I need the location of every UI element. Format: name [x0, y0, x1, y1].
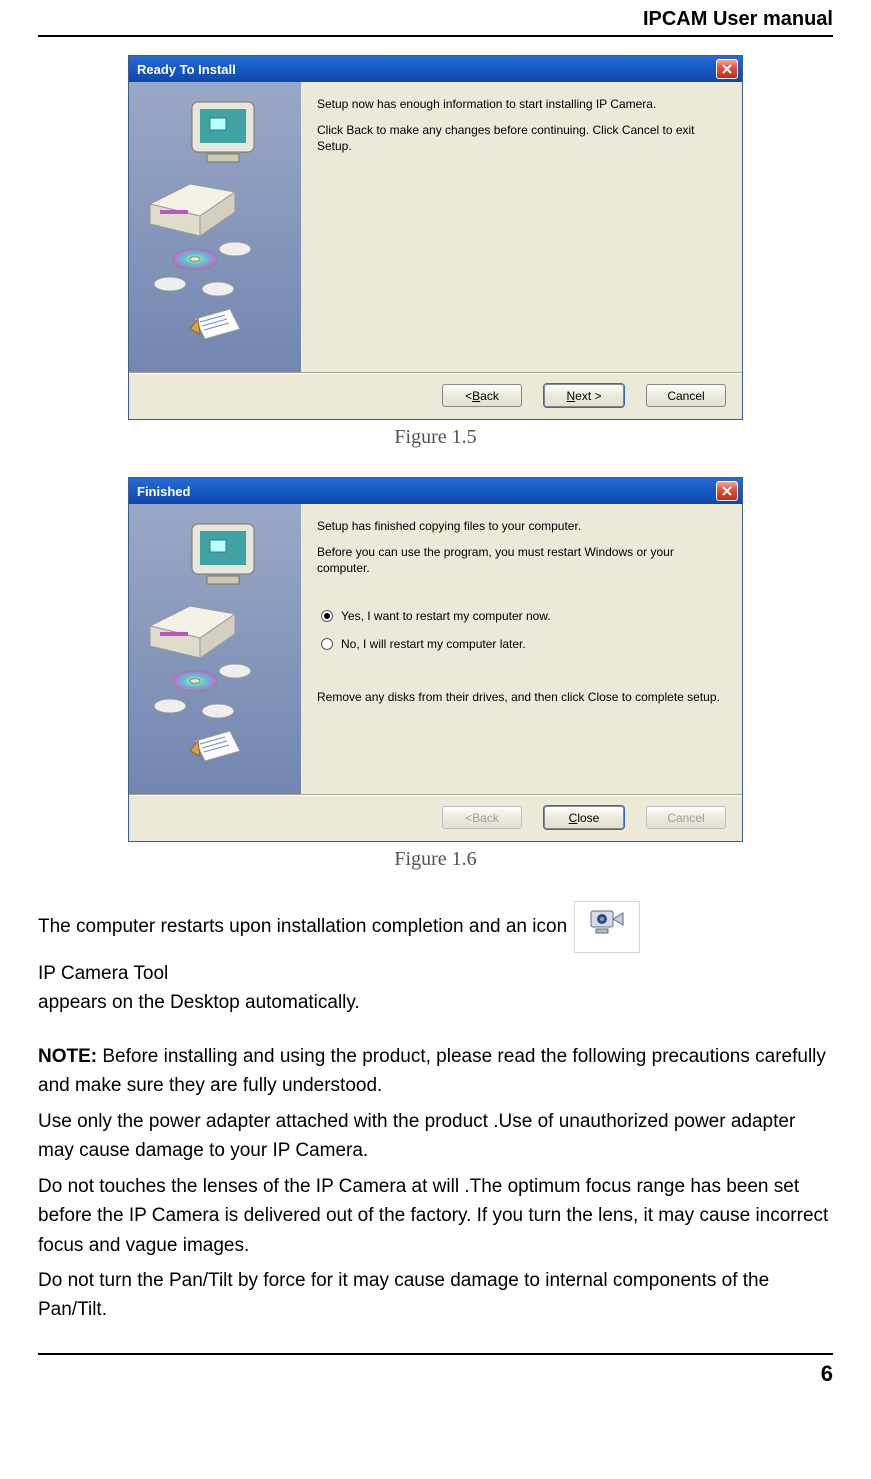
- body-text: The computer restarts upon installation …: [38, 901, 833, 1325]
- paragraph-restart: The computer restarts upon installation …: [38, 901, 833, 953]
- back-button: < Back: [442, 806, 522, 829]
- paragraph: Do not touches the lenses of the IP Came…: [38, 1172, 833, 1260]
- next-button[interactable]: Next >: [544, 384, 624, 407]
- cancel-button[interactable]: Cancel: [646, 384, 726, 407]
- footer-rule: [38, 1353, 833, 1355]
- dialog-side-graphic: [129, 82, 301, 372]
- figure-caption-1: Figure 1.5: [38, 426, 833, 449]
- dialog-finished: Finished: [128, 477, 743, 842]
- ipcamera-tool-desktop-icon: [574, 901, 640, 953]
- text: appears on the Desktop automatically.: [38, 992, 360, 1013]
- radio-label: Yes, I want to restart my computer now.: [341, 609, 551, 623]
- page-number: 6: [38, 1361, 833, 1387]
- dialog-main: Setup has finished copying files to your…: [301, 504, 742, 794]
- radio-label: No, I will restart my computer later.: [341, 637, 526, 651]
- titlebar: Ready To Install: [129, 56, 742, 82]
- radio-restart-now[interactable]: Yes, I want to restart my computer now.: [321, 609, 726, 623]
- radio-icon: [321, 610, 333, 622]
- dialog-main: Setup now has enough information to star…: [301, 82, 742, 372]
- cancel-button: Cancel: [646, 806, 726, 829]
- page-header-title: IPCAM User manual: [38, 8, 833, 31]
- dialog-title: Ready To Install: [137, 62, 716, 77]
- radio-restart-later[interactable]: No, I will restart my computer later.: [321, 637, 726, 651]
- camera-icon: [587, 905, 627, 935]
- note-paragraph: NOTE: Before installing and using the pr…: [38, 1042, 833, 1101]
- dialog-button-row: < Back Close Cancel: [129, 796, 742, 841]
- note-label: NOTE:: [38, 1046, 97, 1067]
- close-icon[interactable]: [716, 481, 738, 501]
- figure-caption-2: Figure 1.6: [38, 848, 833, 871]
- dialog-text-3: Remove any disks from their drives, and …: [317, 689, 726, 705]
- radio-icon: [321, 638, 333, 650]
- close-button[interactable]: Close: [544, 806, 624, 829]
- dialog-button-row: < Back Next > Cancel: [129, 374, 742, 419]
- close-icon[interactable]: [716, 59, 738, 79]
- icon-label: IP Camera Tool: [38, 959, 833, 988]
- dialog-title: Finished: [137, 484, 716, 499]
- back-button[interactable]: < Back: [442, 384, 522, 407]
- dialog-text-1: Setup now has enough information to star…: [317, 96, 726, 112]
- dialog-text-2: Before you can use the program, you must…: [317, 544, 726, 576]
- header-rule: [38, 35, 833, 37]
- setup-computer-icon: [140, 94, 290, 354]
- paragraph: Use only the power adapter attached with…: [38, 1107, 833, 1166]
- paragraph: Do not turn the Pan/Tilt by force for it…: [38, 1266, 833, 1325]
- setup-computer-icon: [140, 516, 290, 776]
- text: The computer restarts upon installation …: [38, 916, 567, 937]
- dialog-ready-to-install: Ready To Install: [128, 55, 743, 420]
- dialog-side-graphic: [129, 504, 301, 794]
- dialog-text-1: Setup has finished copying files to your…: [317, 518, 726, 534]
- text: Before installing and using the product,…: [38, 1046, 826, 1096]
- dialog-text-2: Click Back to make any changes before co…: [317, 122, 726, 154]
- titlebar: Finished: [129, 478, 742, 504]
